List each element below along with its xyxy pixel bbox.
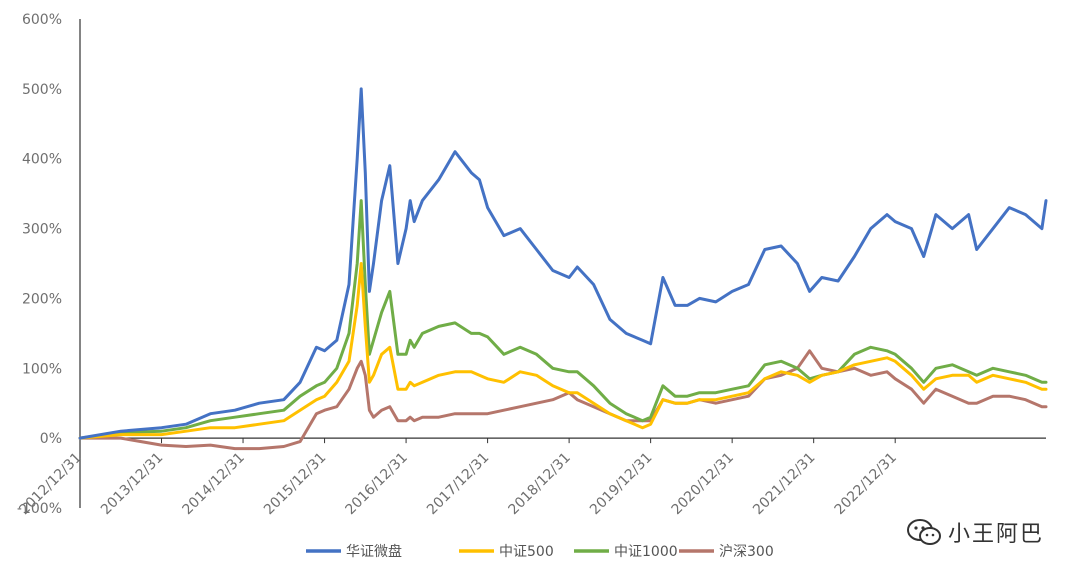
y-tick-label: -100% xyxy=(17,501,62,517)
legend-label: 沪深300 xyxy=(719,544,774,560)
x-tick-label: 2014/12/31 xyxy=(179,450,247,518)
legend-label: 中证500 xyxy=(499,544,554,560)
x-tick-label: 2022/12/31 xyxy=(832,450,900,518)
x-axis-tick-labels: 2012/12/31 2013/12/31 2014/12/31 2015/12/31… xyxy=(16,438,900,518)
x-tick-label: 2020/12/31 xyxy=(669,450,737,518)
legend-label: 华证微盘 xyxy=(346,543,402,560)
legend-label: 中证1000 xyxy=(614,544,678,560)
axes xyxy=(79,19,1046,508)
y-tick-label: 200% xyxy=(22,291,62,307)
y-axis-tick-labels: -100% 0% 100% 200% 300% 400% 500% 600% xyxy=(17,12,62,517)
x-tick-label: 2016/12/31 xyxy=(343,450,411,518)
series-line xyxy=(78,262,1048,440)
x-tick-label: 2015/12/31 xyxy=(261,450,329,518)
wechat-icon xyxy=(906,519,941,545)
watermark-text: 小王阿巴 xyxy=(947,522,1044,547)
legend: 华证微盘 中证500 中证1000 沪深300 xyxy=(306,543,774,560)
x-tick-label: 2018/12/31 xyxy=(506,450,574,518)
y-tick-label: 0% xyxy=(40,431,62,447)
series-line xyxy=(78,87,1048,440)
series-lines xyxy=(78,87,1048,451)
y-tick-label: 400% xyxy=(22,152,62,168)
series-line xyxy=(78,199,1048,440)
y-tick-label: 500% xyxy=(22,82,62,98)
x-tick-label: 2013/12/31 xyxy=(98,450,166,518)
x-tick-label: 2019/12/31 xyxy=(587,450,655,518)
y-tick-label: 300% xyxy=(22,222,62,238)
watermark: 小王阿巴 xyxy=(906,516,1044,548)
y-tick-label: 600% xyxy=(22,12,62,28)
x-tick-label: 2021/12/31 xyxy=(750,450,818,518)
x-tick-label: 2017/12/31 xyxy=(424,450,492,518)
y-tick-label: 100% xyxy=(22,361,62,377)
